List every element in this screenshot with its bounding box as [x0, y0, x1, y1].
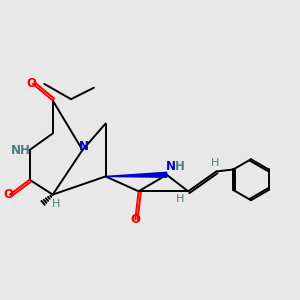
Text: N: N	[79, 140, 89, 152]
Text: O: O	[26, 77, 36, 90]
Polygon shape	[106, 172, 167, 177]
Text: N: N	[166, 160, 176, 173]
Text: H: H	[52, 199, 60, 209]
Text: H: H	[210, 158, 219, 168]
Text: NH: NH	[11, 143, 31, 157]
Text: O: O	[130, 213, 140, 226]
Text: H: H	[175, 160, 184, 173]
Text: O: O	[3, 188, 13, 201]
Text: H: H	[176, 194, 184, 204]
